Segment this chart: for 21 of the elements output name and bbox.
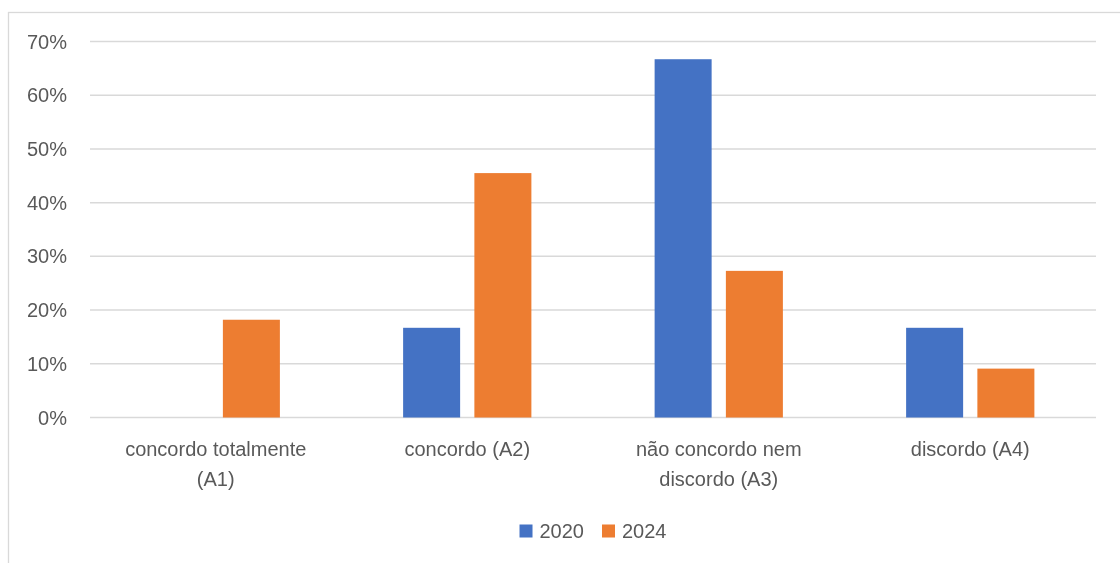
bar xyxy=(403,327,461,418)
legend-label: 2020 xyxy=(539,520,585,542)
y-tick-label: 50% xyxy=(26,137,68,160)
x-tick-label: concordo totalmente (A1) xyxy=(125,438,307,490)
bar xyxy=(654,59,712,418)
y-tick-label: 20% xyxy=(26,299,68,322)
y-tick-label: 0% xyxy=(38,406,68,429)
y-tick-label: 40% xyxy=(26,191,68,214)
y-tick-label: 30% xyxy=(26,245,68,268)
bar xyxy=(725,270,783,418)
x-tick-label: concordo (A2) xyxy=(404,438,531,460)
x-tick-label: não concordo nem discordo (A3) xyxy=(635,438,802,490)
y-tick-label: 60% xyxy=(26,84,68,107)
bar xyxy=(222,319,280,418)
x-tick-label: discordo (A4) xyxy=(910,438,1030,460)
bar xyxy=(977,368,1035,418)
legend-label: 2024 xyxy=(622,520,667,542)
bar xyxy=(474,173,532,418)
bar xyxy=(906,327,964,418)
y-tick-label: 70% xyxy=(26,30,68,53)
y-tick-label: 10% xyxy=(26,352,68,375)
